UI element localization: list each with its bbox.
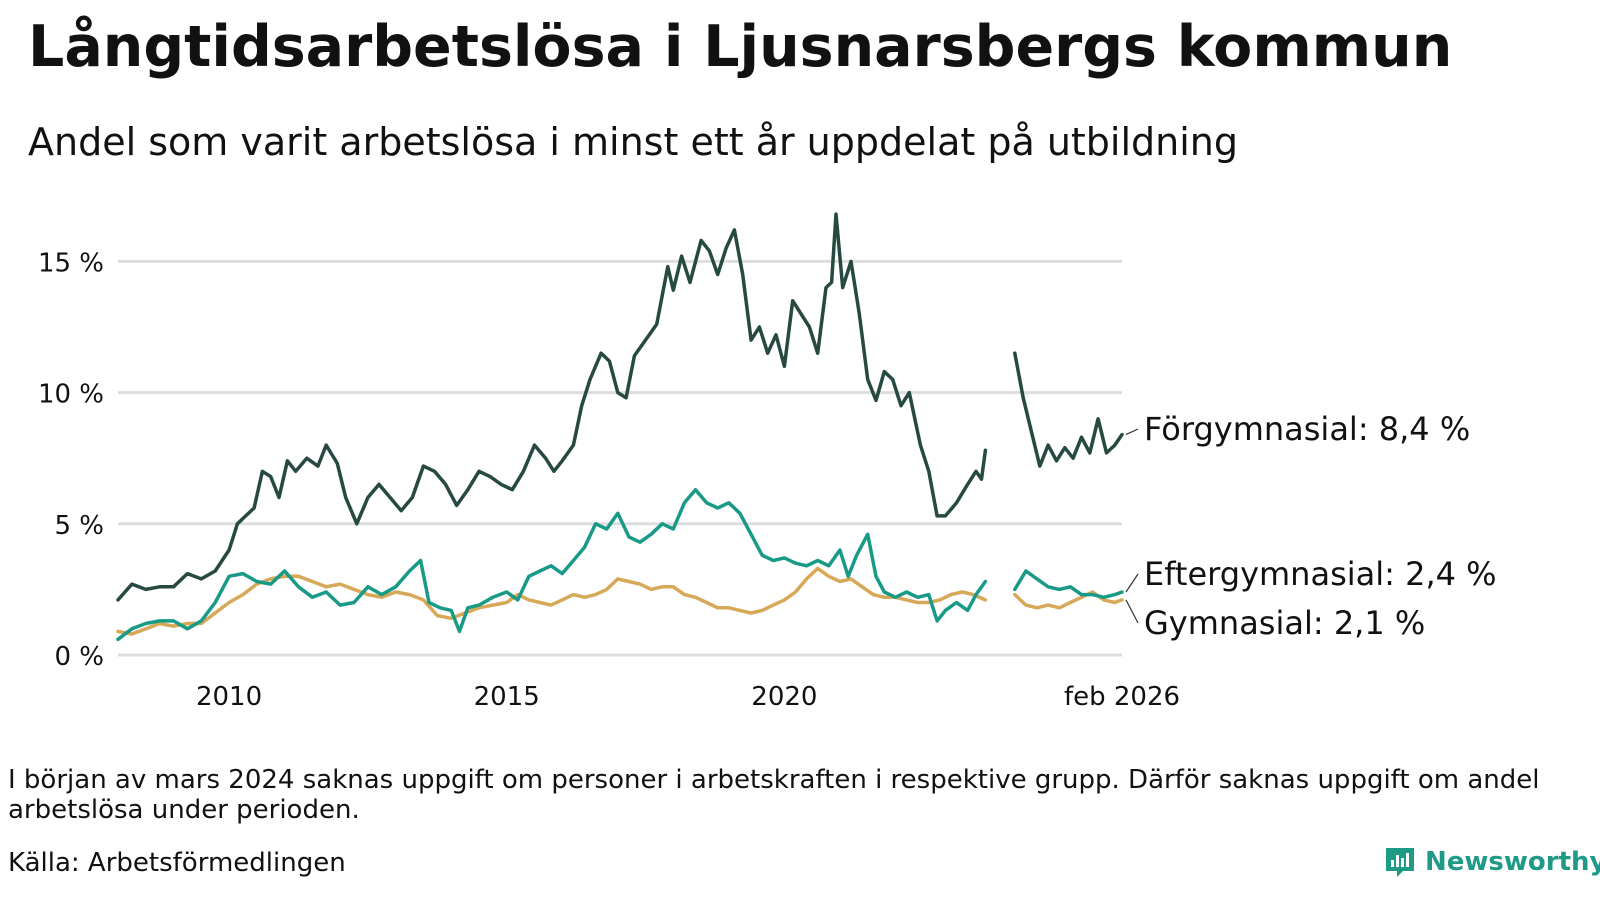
series-line-gymnasial-1: [116, 566, 988, 636]
x-tick-label: feb 2026: [1064, 682, 1180, 712]
y-tick-label: 0 %: [54, 642, 104, 672]
series-label-förgymnasial: Förgymnasial: 8,4 %: [1144, 410, 1470, 448]
line-chart: 0 % 5 % 10 % 15 % 2010 2015 2020 feb 2026 Förg…: [38, 212, 1497, 712]
y-tick-label: 10 %: [38, 380, 104, 410]
y-tick-label: 5 %: [54, 511, 104, 541]
leader-line-eftergymnasial: [1125, 573, 1139, 593]
series-lines: [116, 212, 1124, 642]
series-line-gymnasial-2: [1013, 590, 1124, 610]
x-axis-ticks: 2010 2015 2020 feb 2026: [196, 682, 1180, 712]
page-title: Långtidsarbetslösa i Ljusnarsbergs kommu…: [28, 14, 1453, 80]
series-line-förgymnasial-2: [1013, 351, 1124, 468]
leader-line-förgymnasial: [1125, 428, 1139, 436]
series-label-gymnasial: Gymnasial: 2,1 %: [1144, 604, 1425, 642]
series-label-eftergymnasial: Eftergymnasial: 2,4 %: [1144, 555, 1497, 593]
page-subtitle: Andel som varit arbetslösa i minst ett å…: [28, 120, 1239, 164]
brand-logo[interactable]: Newsworthy: [1383, 845, 1600, 879]
x-tick-label: 2015: [474, 682, 540, 712]
source-text: Källa: Arbetsförmedlingen: [8, 848, 346, 878]
series-line-eftergymnasial-2: [1013, 569, 1124, 600]
leader-line-gymnasial: [1125, 599, 1139, 624]
y-axis-ticks: 0 % 5 % 10 % 15 %: [38, 248, 104, 672]
series-labels: Förgymnasial: 8,4 % Eftergymnasial: 2,4 %…: [1125, 410, 1497, 642]
series-line-förgymnasial-1: [116, 212, 988, 602]
footnote: I början av mars 2024 saknas uppgift om …: [8, 765, 1540, 825]
brand-name: Newsworthy: [1425, 847, 1600, 877]
x-tick-label: 2010: [196, 682, 262, 712]
series-line-eftergymnasial-1: [116, 487, 988, 642]
newsworthy-icon: [1386, 848, 1414, 877]
x-tick-label: 2020: [751, 682, 817, 712]
y-tick-label: 15 %: [38, 248, 104, 278]
